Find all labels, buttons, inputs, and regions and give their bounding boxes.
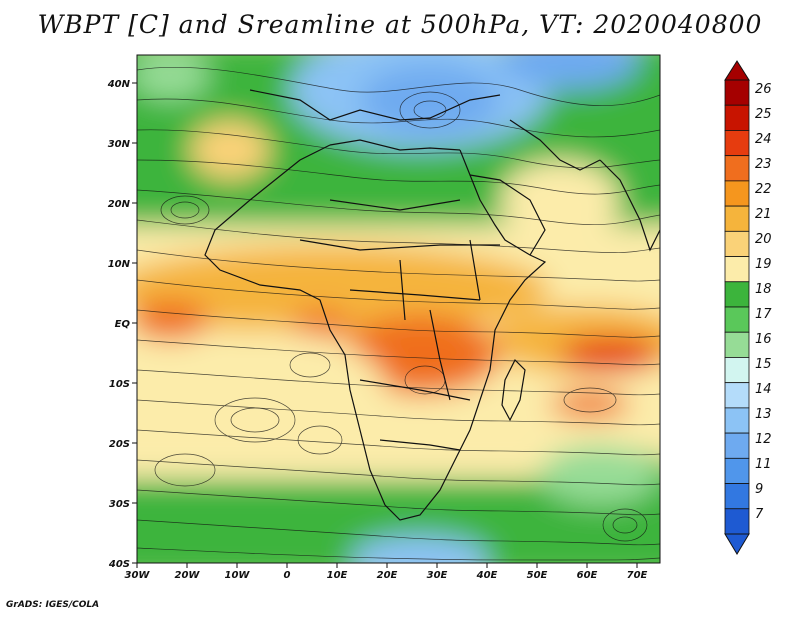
colorbar-label-19: 19 (755, 257, 772, 272)
plot-frame (136, 54, 661, 564)
lat-label-40s: 40S (108, 559, 130, 570)
lon-label-30w: 30W (125, 570, 151, 581)
colorbar-label-12: 12 (755, 432, 772, 447)
colorbar-swatch (724, 79, 750, 106)
lat-label-20n: 20N (108, 199, 131, 210)
colorbar-swatch (724, 205, 750, 232)
colorbar-swatch (724, 357, 750, 384)
colorbar-top-triangle (724, 60, 750, 81)
lat-label-10n: 10N (108, 259, 131, 270)
lat-label-40n: 40N (107, 79, 131, 90)
colorbar-label-23: 23 (755, 157, 772, 172)
lon-label-20w: 20W (175, 570, 201, 581)
longitude-axis (136, 563, 638, 568)
lon-label-40e: 40E (476, 570, 498, 581)
colorbar-bottom-triangle (724, 533, 750, 555)
colorbar-label-7: 7 (755, 507, 764, 522)
colorbar-label-26: 26 (755, 82, 772, 97)
colorbar-label-16: 16 (755, 332, 772, 347)
grads-credit: GrADS: IGES/COLA (6, 600, 100, 610)
lon-label-30e: 30E (427, 570, 448, 581)
colorbar-swatch (724, 457, 750, 484)
colorbar-label-24: 24 (755, 132, 772, 147)
colorbar-swatch (724, 104, 750, 131)
colorbar-swatch (724, 508, 750, 535)
colorbar-label-21: 21 (755, 207, 772, 222)
wbpt-shaded-field (137, 55, 660, 563)
colorbar-swatch (724, 230, 750, 257)
colorbar-label-15: 15 (755, 357, 772, 372)
colorbar-label-20: 20 (755, 232, 772, 247)
colorbar-swatch (724, 382, 750, 409)
latitude-axis (132, 82, 137, 564)
colorbar (724, 79, 750, 535)
lat-label-eq: EQ (115, 319, 131, 330)
colorbar-label-9: 9 (755, 482, 763, 497)
lat-label-30s: 30S (109, 499, 130, 510)
colorbar-swatch (724, 256, 750, 283)
lon-label-70e: 70E (627, 570, 648, 581)
map-title: WBPT [C] and Sreamline at 500hPa, VT: 20… (37, 10, 763, 39)
lon-label-10w: 10W (225, 570, 251, 581)
lat-label-30n: 30N (108, 139, 131, 150)
coastlines (204, 89, 660, 521)
lon-label-50e: 50E (527, 570, 548, 581)
colorbar-swatch (724, 180, 750, 207)
lat-label-10s: 10S (109, 379, 130, 390)
colorbar-label-17: 17 (755, 307, 772, 322)
colorbar-swatch (724, 130, 750, 157)
colorbar-swatch (724, 407, 750, 434)
colorbar-label-18: 18 (755, 282, 772, 297)
lon-label-10e: 10E (327, 570, 348, 581)
colorbar-swatch (724, 483, 750, 510)
colorbar-label-11: 11 (755, 457, 772, 472)
lon-label-60e: 60E (577, 570, 598, 581)
colorbar-swatch (724, 281, 750, 308)
colorbar-label-13: 13 (755, 407, 772, 422)
lon-label-0: 0 (284, 570, 291, 581)
lat-label-20s: 20S (109, 439, 130, 450)
colorbar-label-25: 25 (755, 107, 772, 122)
colorbar-swatch (724, 306, 750, 333)
colorbar-label-22: 22 (755, 182, 772, 197)
colorbar-swatch (724, 331, 750, 358)
colorbar-label-14: 14 (755, 382, 772, 397)
lon-label-20e: 20E (377, 570, 398, 581)
colorbar-swatch (724, 155, 750, 182)
colorbar-swatch (724, 432, 750, 459)
